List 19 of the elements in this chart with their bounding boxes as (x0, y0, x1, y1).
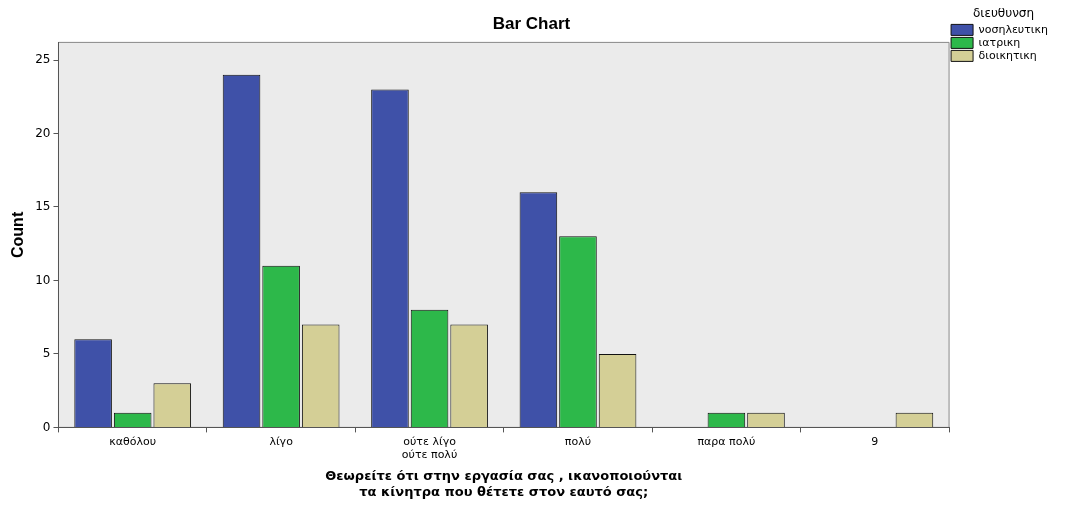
x-tick-label: πολύ (564, 434, 592, 448)
legend-label: διοικητικη (978, 48, 1037, 62)
x-axis-title: Θεωρείτε ότι στην εργασία σας , ικανοποιούνται τα κίνητρα που θέτετε στον εαυτό σας; (325, 467, 683, 499)
y-tick-label: 0 (42, 419, 51, 434)
y-tick-label: 5 (42, 346, 51, 361)
y-tick-label: 10 (35, 272, 51, 287)
x-tick-label: καθόλου (109, 434, 157, 448)
y-tick-label: 15 (35, 199, 51, 214)
x-tick-label: παρα πολύ (697, 434, 756, 448)
y-axis-title: Count (9, 211, 27, 258)
y-tick-label: 25 (35, 52, 51, 67)
chart-title: Bar Chart (492, 13, 571, 33)
y-tick-label: 20 (35, 125, 51, 140)
legend-label: νοσηλευτικη (978, 22, 1049, 36)
legend-label: ιατρικη (978, 35, 1021, 49)
legend-title: διευθυνση (973, 6, 1035, 21)
x-tick-label: ούτε λίγο ούτε πολύ (401, 434, 458, 462)
x-tick-label: 9 (871, 434, 879, 448)
x-tick-label: λίγο (269, 434, 294, 448)
